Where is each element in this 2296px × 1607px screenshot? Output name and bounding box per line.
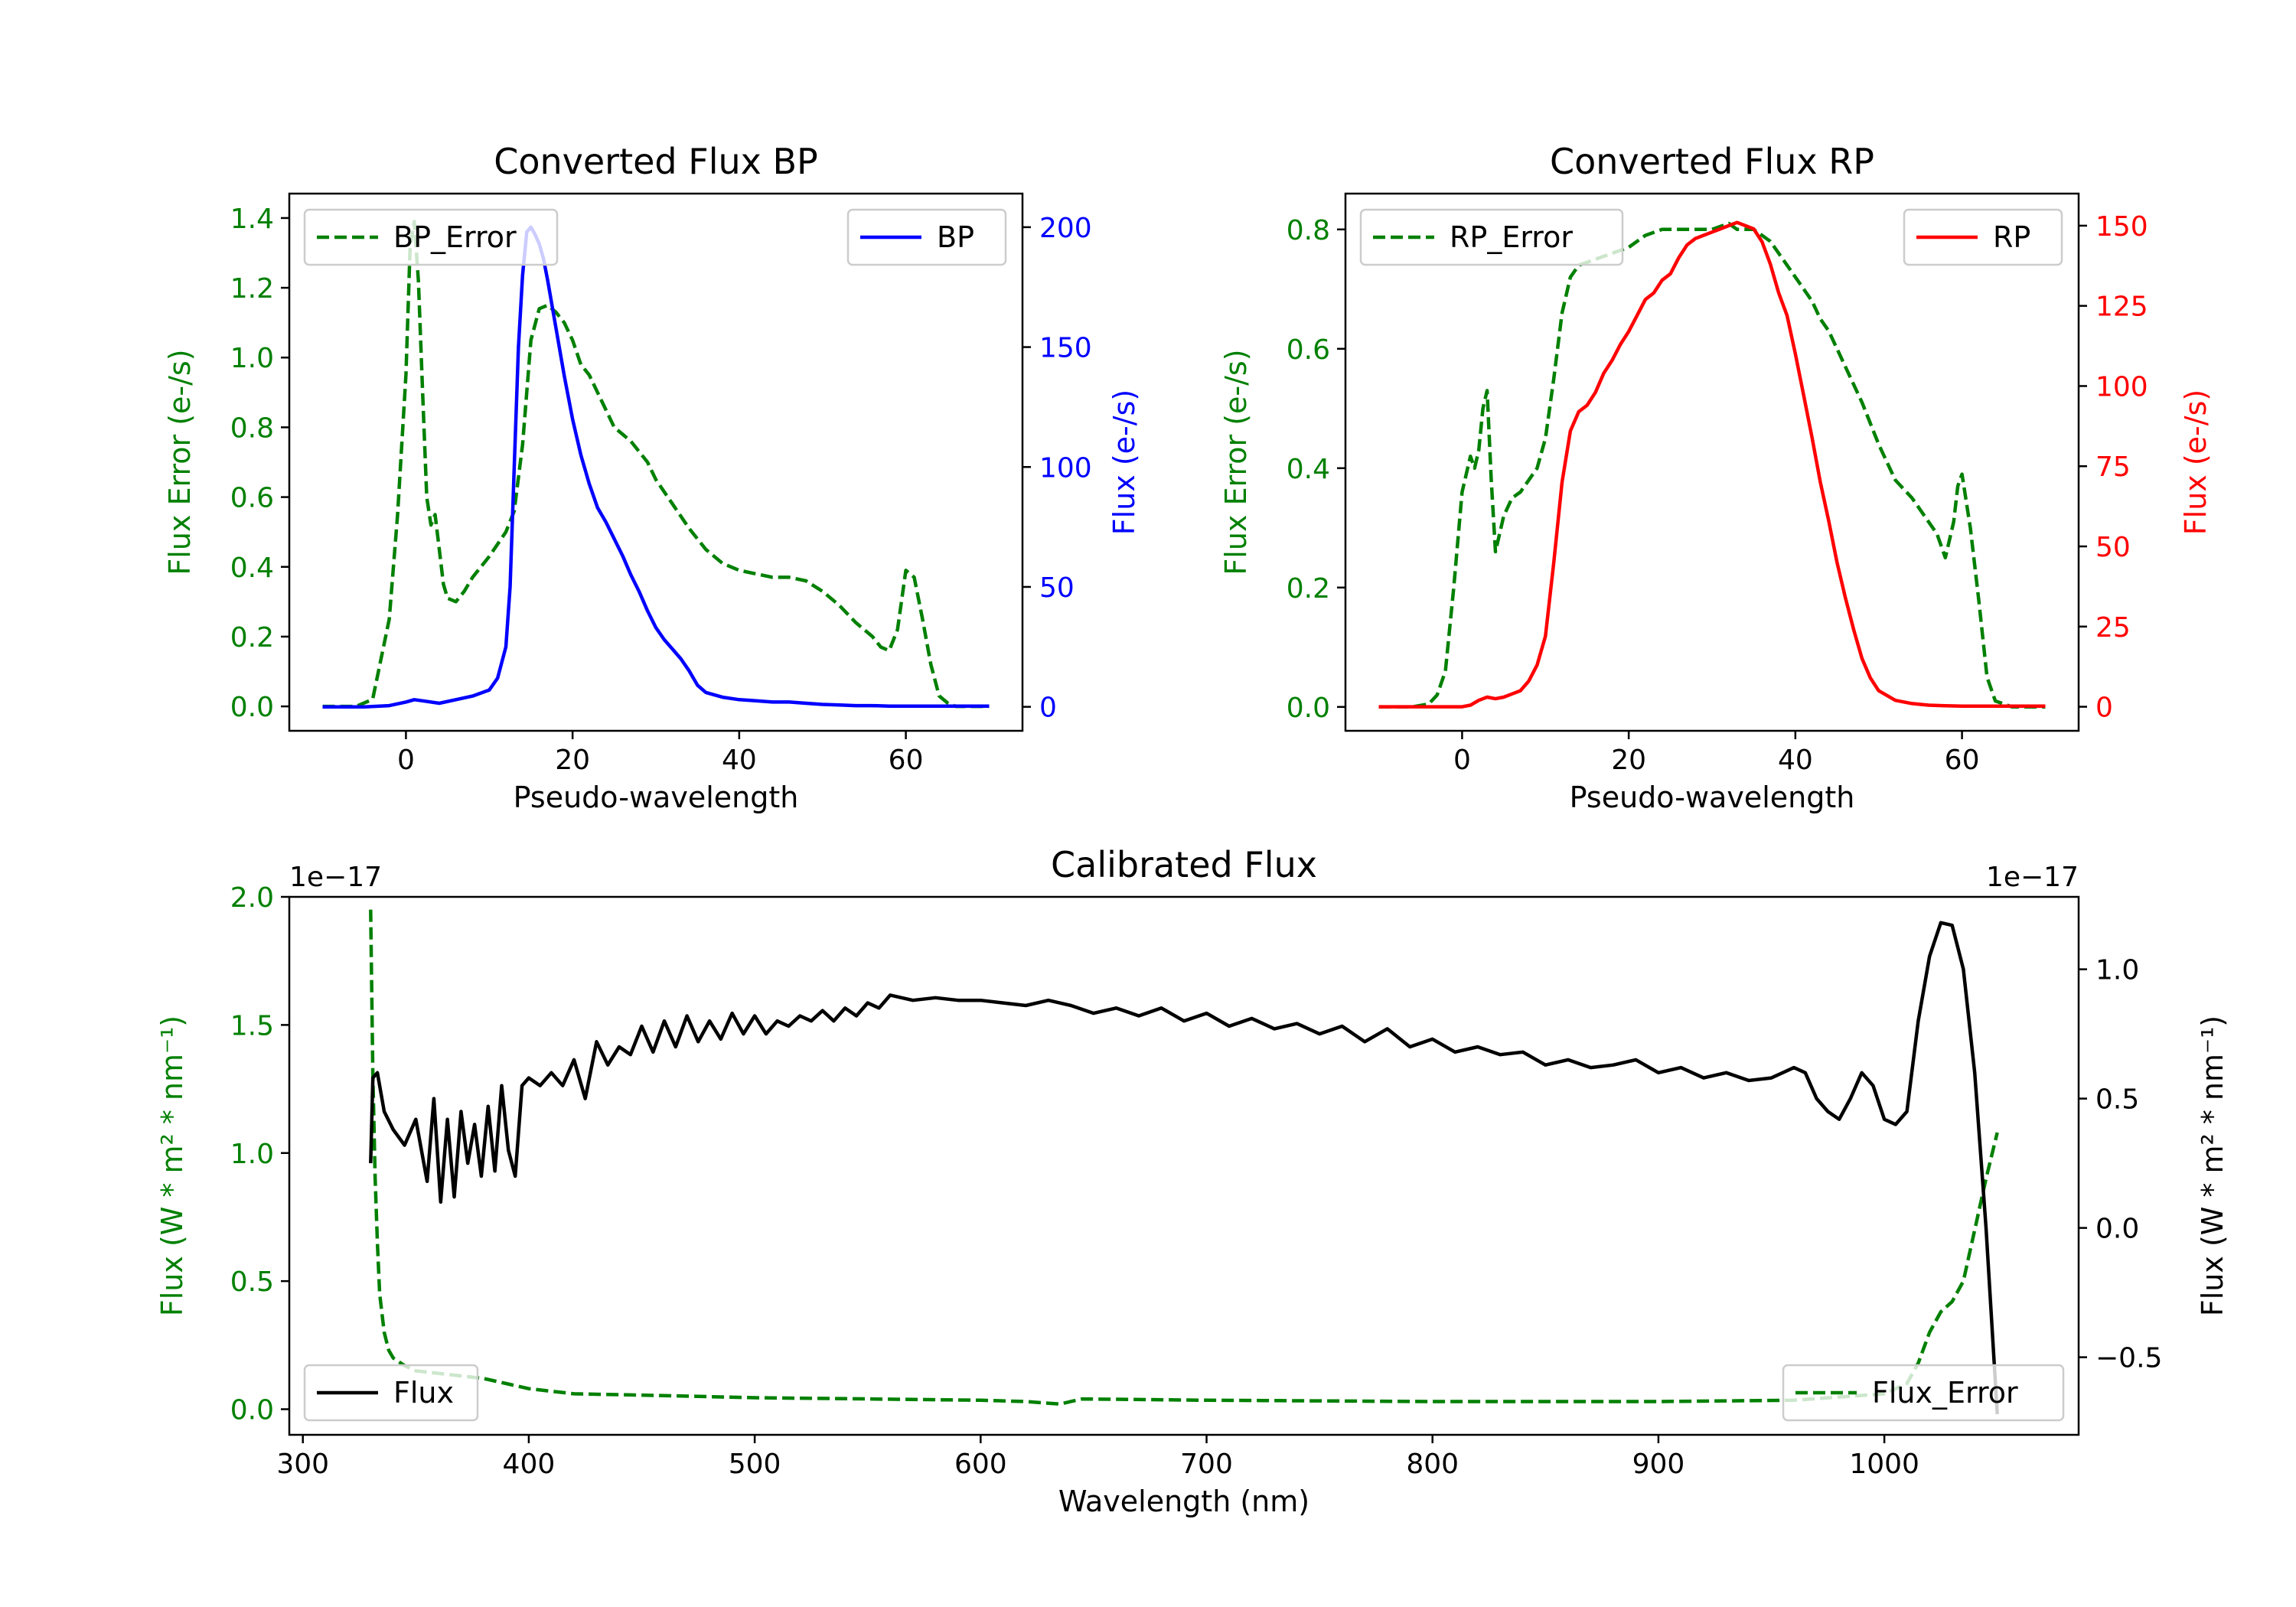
y-right-tick-label: −0.5	[2095, 1343, 2162, 1374]
y-left-tick-label: 0.0	[230, 1395, 274, 1426]
y-right-tick-label: 125	[2095, 292, 2148, 323]
x-tick-label: 40	[1778, 745, 1813, 776]
y-left-axis-label: Flux (W * m² * nm⁻¹)	[155, 1015, 189, 1316]
series-line-rp	[1378, 220, 2046, 709]
panel-cal: 300 400 500 600 700 800 900 1000 0.0 0.5 1.0 1.5 2.0…	[155, 844, 2229, 1518]
y-right-tick-label: 50	[2095, 532, 2131, 563]
y-right-tick-label: 150	[2095, 211, 2148, 243]
y-right-tick-label: 25	[2095, 612, 2131, 644]
y-left-tick-label: 0.0	[230, 692, 274, 723]
y-left-tick-label: 1.0	[230, 1139, 274, 1170]
y-left-tick-label: 1.5	[230, 1010, 274, 1041]
x-tick-label: 900	[1632, 1449, 1685, 1480]
y-left-tick-label: 0.5	[230, 1266, 274, 1298]
y-right-axis-label: Flux (W * m² * nm⁻¹)	[2196, 1015, 2229, 1316]
y-left-tick-label: 1.4	[230, 204, 274, 235]
x-axis-label: Wavelength (nm)	[1058, 1485, 1309, 1518]
y-left-tick-label: 0.8	[1287, 215, 1330, 246]
x-axis-label: Pseudo-wavelength	[514, 781, 799, 814]
y-left-axis-label: Flux Error (e-/s)	[1219, 349, 1253, 575]
y-left-tick-label: 1.0	[230, 343, 274, 374]
plot-frame	[288, 192, 1024, 732]
y-left-tick-label: 0.2	[230, 622, 274, 654]
y-right-tick-label: 0	[1039, 693, 1057, 724]
y-left-tick-label: 2.0	[230, 882, 274, 914]
legend-box	[303, 1364, 479, 1422]
x-tick-label: 0	[1453, 745, 1471, 776]
series-line-flux	[369, 921, 1999, 1415]
x-tick-label: 600	[954, 1449, 1007, 1480]
chart-title: Converted Flux BP	[494, 141, 818, 182]
y-left-tick-label: 0.2	[1287, 573, 1330, 605]
legend-right: BP	[846, 208, 1007, 266]
x-tick-label: 60	[1945, 745, 1980, 776]
y-right-tick-label: 100	[2095, 371, 2148, 403]
panel-rp: 0 20 40 60 0.0 0.2 0.4 0.6 0.8 0 25 50 75 100 125 150 Co…	[1219, 141, 2213, 814]
panel-bp: 0 20 40 60 0.0 0.2 0.4 0.6 0.8 1.0 1.2 1.4 0 50 100 150…	[163, 141, 1141, 814]
x-tick-label: 800	[1406, 1449, 1459, 1480]
y-right-tick-label: 75	[2095, 451, 2131, 483]
legend-label: RP_Error	[1450, 220, 1573, 254]
legend-left: RP_Error	[1359, 208, 1624, 266]
x-tick-label: 20	[1611, 745, 1646, 776]
series-line-rp-error	[1378, 221, 2046, 709]
legend-box	[1782, 1364, 2065, 1422]
x-tick-label: 700	[1180, 1449, 1233, 1480]
legend-box	[1903, 208, 2063, 266]
x-tick-label: 500	[729, 1449, 781, 1480]
plot-frame	[1344, 192, 2080, 732]
x-tick-label: 300	[276, 1449, 329, 1480]
y-right-tick-label: 200	[1039, 213, 1092, 244]
chart-title: Calibrated Flux	[1051, 844, 1317, 885]
y-right-tick-label: 100	[1039, 452, 1092, 484]
x-tick-label: 400	[503, 1449, 556, 1480]
x-axis-label: Pseudo-wavelength	[1570, 781, 1855, 814]
legend-label: BP	[937, 220, 974, 254]
y-left-tick-label: 0.8	[230, 412, 274, 444]
x-tick-label: 40	[722, 745, 757, 776]
plot-frame	[288, 895, 2080, 1436]
y-left-tick-label: 1.2	[230, 273, 274, 305]
y-right-axis-label: Flux (e-/s)	[2179, 390, 2213, 535]
x-tick-label: 1000	[1849, 1449, 1919, 1480]
series-line-bp	[322, 225, 990, 709]
y-left-axis-label: Flux Error (e-/s)	[163, 349, 197, 575]
y-left-tick-label: 0.4	[1287, 454, 1330, 485]
y-right-tick-label: 0.5	[2095, 1084, 2139, 1116]
y-right-tick-label: 1.0	[2095, 955, 2139, 986]
y-right-offset-label: 1e−17	[1986, 862, 2079, 893]
legend-label: RP	[1993, 220, 2030, 254]
y-right-tick-label: 150	[1039, 333, 1092, 364]
legend-box	[303, 208, 559, 266]
y-right-tick-label: 0.0	[2095, 1214, 2139, 1245]
plots-layer: 0 20 40 60 0.0 0.2 0.4 0.6 0.8 1.0 1.2 1.4 0 50 100 150…	[155, 141, 2229, 1518]
y-left-offset-label: 1e−17	[289, 862, 382, 893]
y-left-tick-label: 0.6	[1287, 334, 1330, 366]
series-line-bp-error	[322, 220, 990, 709]
legend-right: Flux_Error	[1782, 1364, 2065, 1422]
y-left-tick-label: 0.6	[230, 483, 274, 514]
series-line-flux-error	[369, 909, 1999, 1407]
legend-right: RP	[1903, 208, 2063, 266]
legend-box	[846, 208, 1007, 266]
x-tick-label: 60	[889, 745, 924, 776]
x-tick-label: 20	[555, 745, 590, 776]
legend-left: Flux	[303, 1364, 479, 1422]
legend-label: BP_Error	[393, 220, 517, 254]
y-right-axis-label: Flux (e-/s)	[1107, 390, 1141, 535]
legend-left: BP_Error	[303, 208, 559, 266]
legend-label: Flux	[393, 1376, 454, 1410]
legend-label: Flux_Error	[1872, 1376, 2018, 1410]
x-tick-label: 0	[397, 745, 415, 776]
y-left-tick-label: 0.4	[230, 553, 274, 584]
y-right-tick-label: 50	[1039, 572, 1075, 604]
y-left-tick-label: 0.0	[1287, 693, 1330, 724]
legend-box	[1359, 208, 1624, 266]
chart-title: Converted Flux RP	[1550, 141, 1874, 182]
y-right-tick-label: 0	[2095, 693, 2113, 724]
